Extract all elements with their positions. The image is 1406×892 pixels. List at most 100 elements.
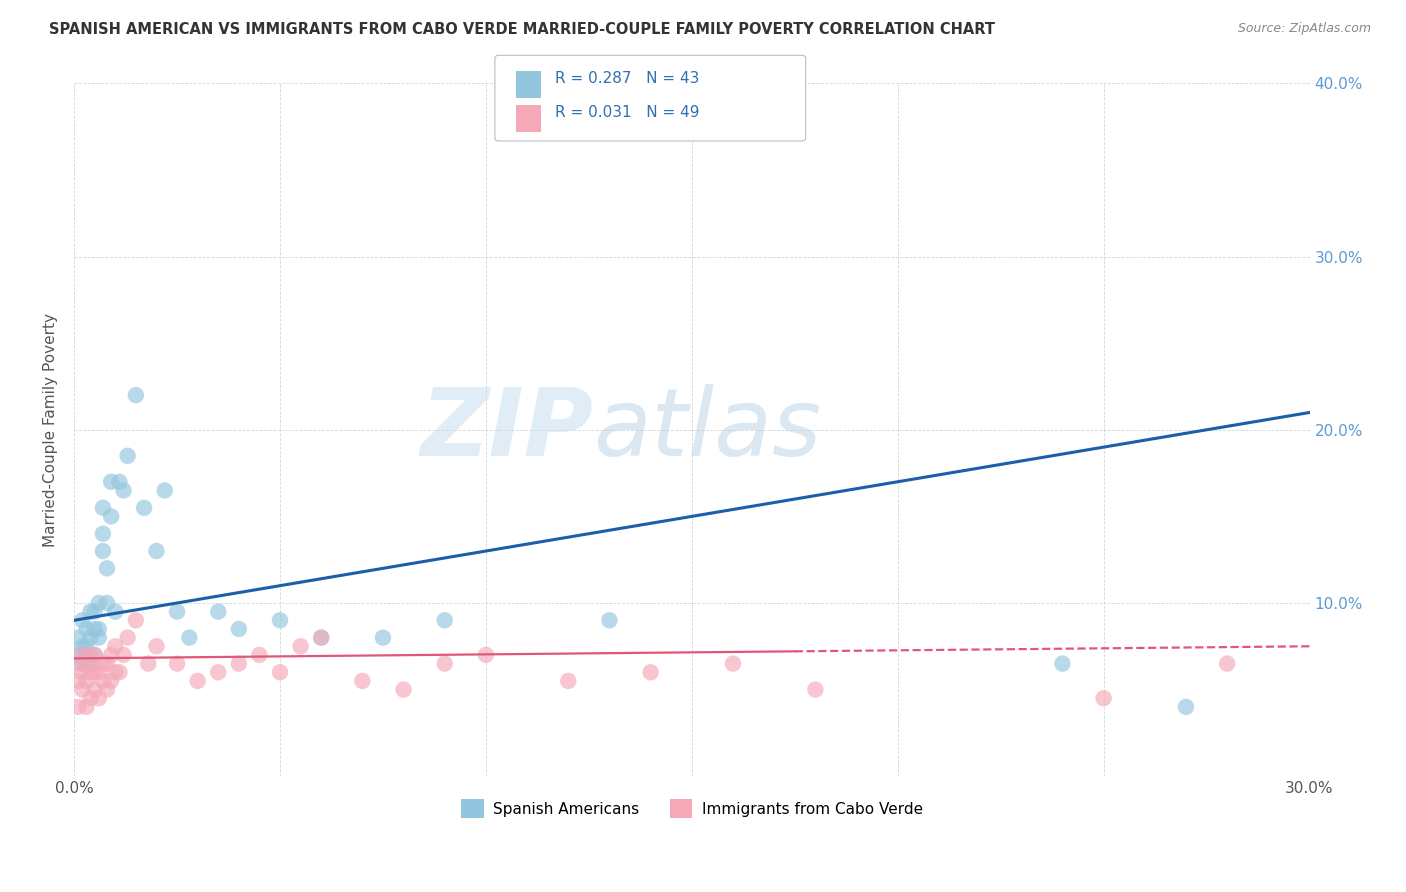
Point — [108, 475, 131, 489]
Point — [804, 682, 827, 697]
Point — [433, 613, 456, 627]
Point — [207, 605, 229, 619]
Point — [75, 622, 97, 636]
Point — [132, 500, 155, 515]
Point — [79, 665, 101, 680]
Point — [187, 673, 209, 688]
Point — [87, 622, 110, 636]
Point — [352, 673, 374, 688]
Point — [125, 388, 148, 402]
Legend: Spanish Americans, Immigrants from Cabo Verde: Spanish Americans, Immigrants from Cabo … — [454, 793, 929, 824]
Point — [67, 699, 90, 714]
Point — [83, 648, 105, 662]
Point — [67, 631, 90, 645]
Point — [75, 648, 97, 662]
Point — [75, 657, 97, 671]
Point — [117, 631, 139, 645]
Point — [79, 657, 101, 671]
Point — [1052, 657, 1074, 671]
Point — [100, 509, 122, 524]
Point — [67, 673, 90, 688]
Point — [96, 596, 118, 610]
Point — [371, 631, 394, 645]
Point — [72, 682, 94, 697]
Point — [228, 622, 250, 636]
Point — [145, 544, 167, 558]
Point — [83, 682, 105, 697]
Point — [96, 657, 118, 671]
Point — [117, 449, 139, 463]
Text: R = 0.031   N = 49: R = 0.031 N = 49 — [555, 105, 700, 120]
Point — [104, 640, 127, 654]
Point — [269, 665, 291, 680]
Point — [75, 699, 97, 714]
Point — [87, 691, 110, 706]
Point — [640, 665, 662, 680]
Point — [104, 605, 127, 619]
Point — [91, 500, 114, 515]
Point — [166, 657, 188, 671]
Point — [79, 691, 101, 706]
Point — [100, 673, 122, 688]
Point — [100, 475, 122, 489]
Point — [269, 613, 291, 627]
Text: Source: ZipAtlas.com: Source: ZipAtlas.com — [1237, 22, 1371, 36]
Point — [79, 605, 101, 619]
Point — [72, 657, 94, 671]
Point — [79, 631, 101, 645]
Point — [75, 673, 97, 688]
Point — [290, 640, 312, 654]
Point — [166, 605, 188, 619]
Point — [72, 665, 94, 680]
Point — [87, 631, 110, 645]
Point — [72, 613, 94, 627]
Point — [96, 682, 118, 697]
Point — [228, 657, 250, 671]
Point — [91, 544, 114, 558]
Point — [247, 648, 270, 662]
Text: SPANISH AMERICAN VS IMMIGRANTS FROM CABO VERDE MARRIED-COUPLE FAMILY POVERTY COR: SPANISH AMERICAN VS IMMIGRANTS FROM CABO… — [49, 22, 995, 37]
Point — [83, 622, 105, 636]
Point — [207, 665, 229, 680]
Point — [67, 648, 90, 662]
Point — [87, 665, 110, 680]
Text: R = 0.287   N = 43: R = 0.287 N = 43 — [555, 71, 700, 87]
Text: ZIP: ZIP — [420, 384, 593, 475]
Point — [72, 648, 94, 662]
Point — [153, 483, 176, 498]
Point — [557, 673, 579, 688]
Point — [83, 605, 105, 619]
Point — [1092, 691, 1115, 706]
Text: atlas: atlas — [593, 384, 821, 475]
Point — [91, 673, 114, 688]
Point — [309, 631, 332, 645]
Point — [112, 483, 135, 498]
Point — [1216, 657, 1239, 671]
Point — [475, 648, 498, 662]
Point — [145, 640, 167, 654]
Point — [392, 682, 415, 697]
Point — [125, 613, 148, 627]
Point — [87, 596, 110, 610]
Point — [433, 657, 456, 671]
Point — [100, 648, 122, 662]
Point — [1175, 699, 1198, 714]
Point — [83, 665, 105, 680]
Point — [72, 640, 94, 654]
Point — [104, 665, 127, 680]
Point — [83, 648, 105, 662]
Point — [91, 657, 114, 671]
Point — [79, 648, 101, 662]
Point — [136, 657, 159, 671]
Point — [75, 640, 97, 654]
Y-axis label: Married-Couple Family Poverty: Married-Couple Family Poverty — [44, 313, 58, 547]
Point — [598, 613, 620, 627]
Point — [309, 631, 332, 645]
Point — [96, 561, 118, 575]
Point — [721, 657, 744, 671]
Point — [179, 631, 201, 645]
Point — [91, 526, 114, 541]
Point — [108, 665, 131, 680]
Point — [67, 657, 90, 671]
Point — [112, 648, 135, 662]
